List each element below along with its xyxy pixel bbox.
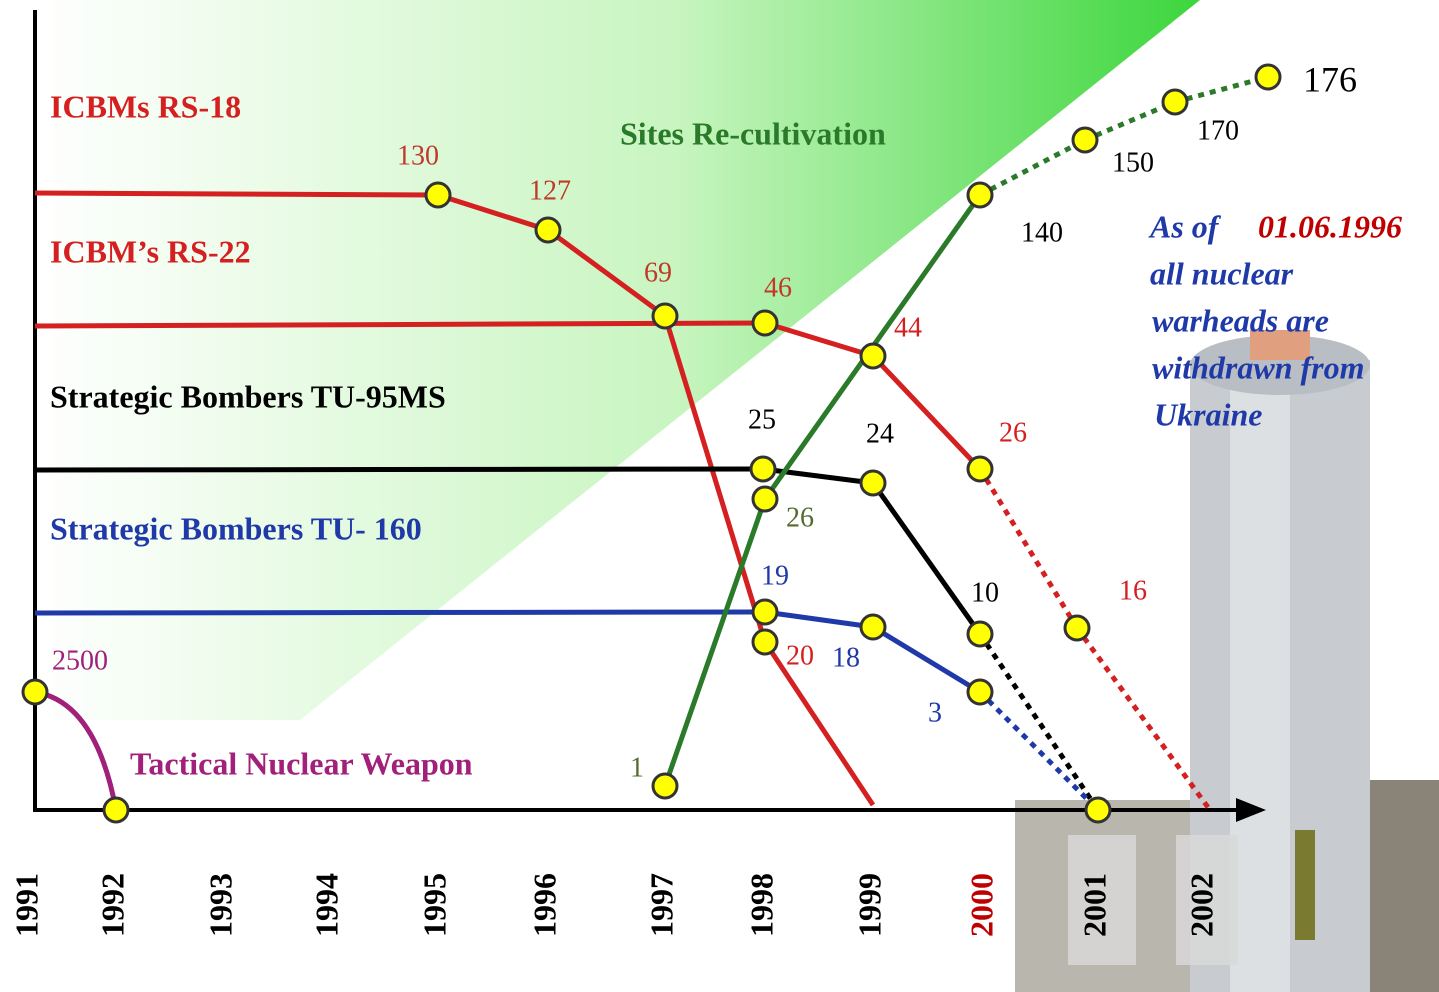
legend-label: ICBMs RS-18 xyxy=(50,88,241,124)
series-line xyxy=(871,354,982,471)
series-line xyxy=(1084,99,1176,143)
note-line: withdrawn from xyxy=(1152,349,1365,385)
point xyxy=(751,598,779,626)
data-label: 46 xyxy=(764,272,792,303)
note-line: all nuclear xyxy=(1150,255,1294,291)
series-line xyxy=(1074,626,1213,812)
data-label: 127 xyxy=(529,175,571,206)
endpoint-marker xyxy=(1084,796,1112,824)
data-label: 19 xyxy=(761,560,789,591)
series-line xyxy=(870,481,983,636)
series-line xyxy=(662,315,768,643)
point xyxy=(651,772,679,800)
note: As of 01.06.1996 all nuclear warheads ar… xyxy=(1148,208,1402,432)
x-axis-arrow xyxy=(1236,798,1266,822)
series-line xyxy=(977,632,1101,812)
series-line xyxy=(978,137,1087,198)
x-tick-label: 1997 xyxy=(643,873,679,937)
series-line xyxy=(34,320,766,329)
data-label: 150 xyxy=(1112,147,1154,178)
series-line xyxy=(1174,74,1269,105)
point xyxy=(751,309,779,337)
point xyxy=(424,181,452,209)
x-tick-label: 1994 xyxy=(308,873,344,937)
series-line xyxy=(978,690,1100,812)
x-tick-label: 1993 xyxy=(202,873,238,937)
data-label: 1 xyxy=(630,752,644,783)
data-label: 176 xyxy=(1303,59,1357,99)
point xyxy=(1063,614,1091,642)
series-line xyxy=(34,190,439,198)
note-line: 01.06.1996 xyxy=(1258,208,1402,244)
x-tick-label: 1998 xyxy=(743,873,779,937)
x-tick-label: 1996 xyxy=(526,873,562,937)
series-line xyxy=(762,466,874,486)
point xyxy=(859,342,887,370)
series-line xyxy=(437,192,549,233)
series-line xyxy=(762,640,876,807)
data-label: 26 xyxy=(786,502,814,533)
x-tick-label: 1995 xyxy=(416,873,452,937)
data-label: 2500 xyxy=(52,645,108,676)
x-tick-label: 2000 xyxy=(963,873,999,937)
note-line: warheads are xyxy=(1152,302,1329,338)
legend-label: Strategic Bombers TU-95MS xyxy=(50,378,446,414)
point xyxy=(1254,63,1282,91)
point xyxy=(751,628,779,656)
photo xyxy=(1015,330,1439,992)
point xyxy=(966,181,994,209)
legend-label: Strategic Bombers TU- 160 xyxy=(50,510,422,546)
x-tick-label: 2002 xyxy=(1183,873,1219,937)
series-line xyxy=(764,320,874,359)
series-line xyxy=(34,609,766,616)
data-label: 25 xyxy=(748,404,776,435)
endpoint-marker xyxy=(102,796,130,824)
legend-label: ICBM’s RS-22 xyxy=(50,233,251,269)
data-label: 24 xyxy=(866,418,894,449)
data-label: 130 xyxy=(397,140,439,171)
series-line xyxy=(662,498,768,787)
data-label: 20 xyxy=(786,640,814,671)
x-tick-label: 1999 xyxy=(851,873,887,937)
series-line xyxy=(871,624,982,695)
point xyxy=(21,678,49,706)
point xyxy=(966,455,994,483)
legend-label: Sites Re-cultivation xyxy=(620,115,886,151)
point xyxy=(966,620,994,648)
data-label: 18 xyxy=(832,642,860,673)
x-tick-label: 1992 xyxy=(94,873,130,937)
data-label: 10 xyxy=(971,577,999,608)
note-line: Ukraine xyxy=(1154,396,1262,432)
point xyxy=(859,469,887,497)
series-line xyxy=(34,689,119,811)
data-label: 69 xyxy=(644,257,672,288)
point xyxy=(1071,126,1099,154)
point xyxy=(534,216,562,244)
data-label: 44 xyxy=(894,312,922,343)
point xyxy=(751,485,779,513)
background-wedge xyxy=(35,0,1200,720)
note-line: As of xyxy=(1148,208,1222,244)
point xyxy=(1161,88,1189,116)
x-tick-label: 1991 xyxy=(8,873,44,937)
series-line xyxy=(546,227,667,319)
data-label: 3 xyxy=(928,697,942,728)
data-label: 16 xyxy=(1119,575,1147,606)
series-line xyxy=(764,609,874,630)
point xyxy=(966,678,994,706)
point xyxy=(749,455,777,483)
data-label: 140 xyxy=(1021,217,1063,248)
data-label: 170 xyxy=(1197,115,1239,146)
series-line xyxy=(34,466,764,473)
point xyxy=(651,302,679,330)
legend-label: Tactical Nuclear Weapon xyxy=(130,745,473,781)
x-tick-label: 2001 xyxy=(1076,873,1112,937)
data-label: 26 xyxy=(999,417,1027,448)
point xyxy=(859,613,887,641)
